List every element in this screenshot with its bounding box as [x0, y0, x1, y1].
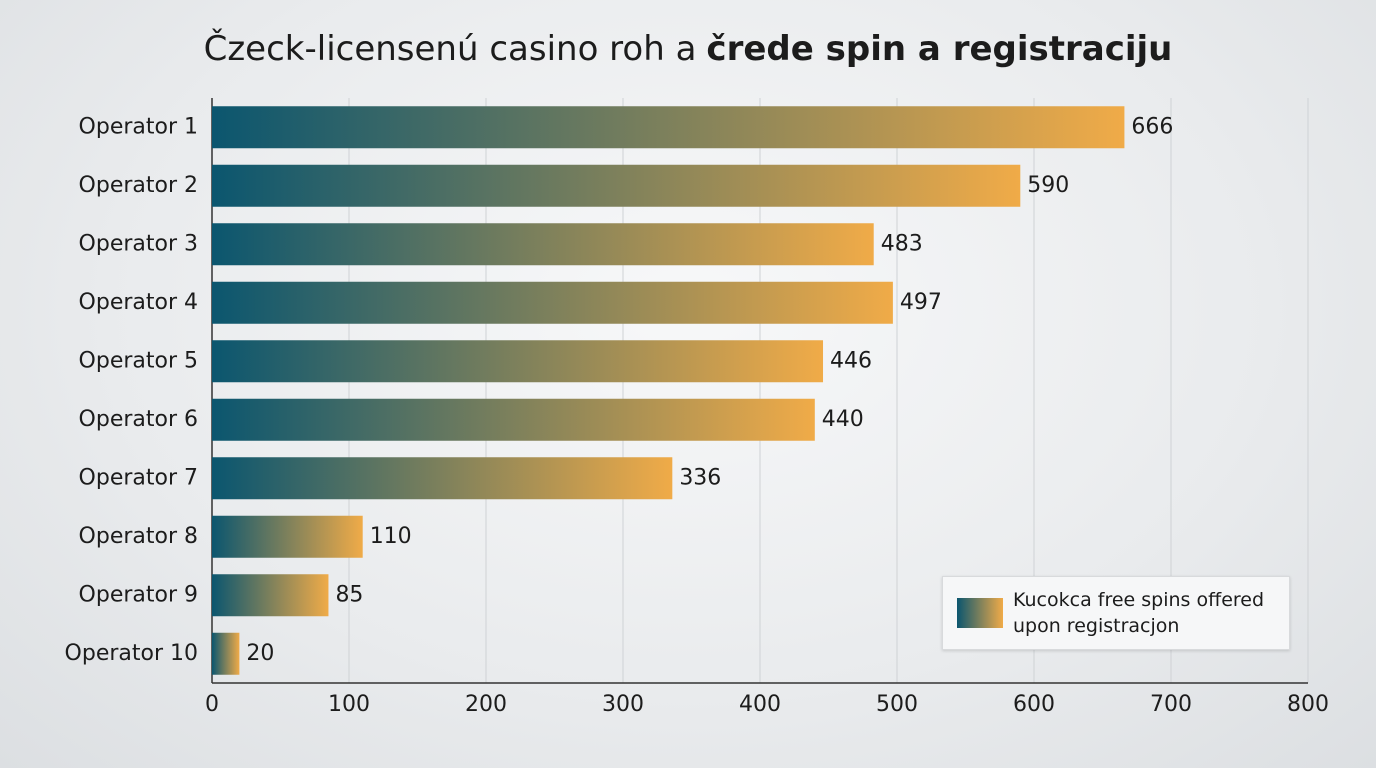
- x-tick-label: 0: [205, 692, 219, 717]
- title-regular: Čzeck-licensenú casino roh a: [204, 28, 697, 69]
- bar: [212, 281, 893, 324]
- x-tick-label: 600: [1013, 692, 1055, 717]
- value-label: 440: [822, 407, 864, 432]
- bar: [212, 223, 874, 266]
- y-tick-label: Operator 9: [79, 582, 198, 607]
- y-tick-label: Operator 6: [79, 407, 198, 432]
- x-tick-label: 200: [465, 692, 507, 717]
- x-tick-label: 700: [1150, 692, 1192, 717]
- value-label: 110: [370, 524, 412, 549]
- y-tick-label: Operator 10: [65, 641, 198, 666]
- x-tick-label: 500: [876, 692, 918, 717]
- legend: Kucokca free spins offered upon registra…: [942, 576, 1290, 650]
- y-tick-label: Operator 2: [79, 173, 198, 198]
- x-tick-label: 100: [328, 692, 370, 717]
- value-label: 666: [1131, 114, 1173, 139]
- value-label: 590: [1027, 173, 1069, 198]
- x-tick-label: 400: [739, 692, 781, 717]
- value-label: 336: [679, 465, 721, 490]
- bar: [212, 457, 673, 500]
- y-tick-label: Operator 1: [79, 114, 198, 139]
- bar: [212, 340, 824, 383]
- bar: [212, 632, 240, 675]
- legend-label: Kucokca free spins offered upon registra…: [1013, 589, 1265, 637]
- value-label: 483: [881, 231, 923, 256]
- y-tick-label: Operator 5: [79, 348, 198, 373]
- x-tick-label: 300: [602, 692, 644, 717]
- legend-swatch: [957, 598, 1003, 628]
- value-label: 497: [900, 290, 942, 315]
- x-tick-label: 800: [1287, 692, 1329, 717]
- bar: [212, 398, 815, 441]
- value-label: 446: [830, 348, 872, 373]
- y-tick-label: Operator 3: [79, 231, 198, 256]
- value-label: 20: [246, 641, 274, 666]
- bar: [212, 164, 1021, 207]
- title-bold: črede spin a registraciju: [706, 29, 1172, 69]
- bar: [212, 574, 329, 617]
- y-tick-label: Operator 8: [79, 524, 198, 549]
- bar: [212, 106, 1125, 149]
- y-tick-label: Operator 4: [79, 290, 198, 315]
- bar: [212, 515, 363, 558]
- value-label: 85: [335, 582, 363, 607]
- y-tick-label: Operator 7: [79, 465, 198, 490]
- chart-title: Čzeck-licensenú casino roh a črede spin a…: [204, 28, 1173, 69]
